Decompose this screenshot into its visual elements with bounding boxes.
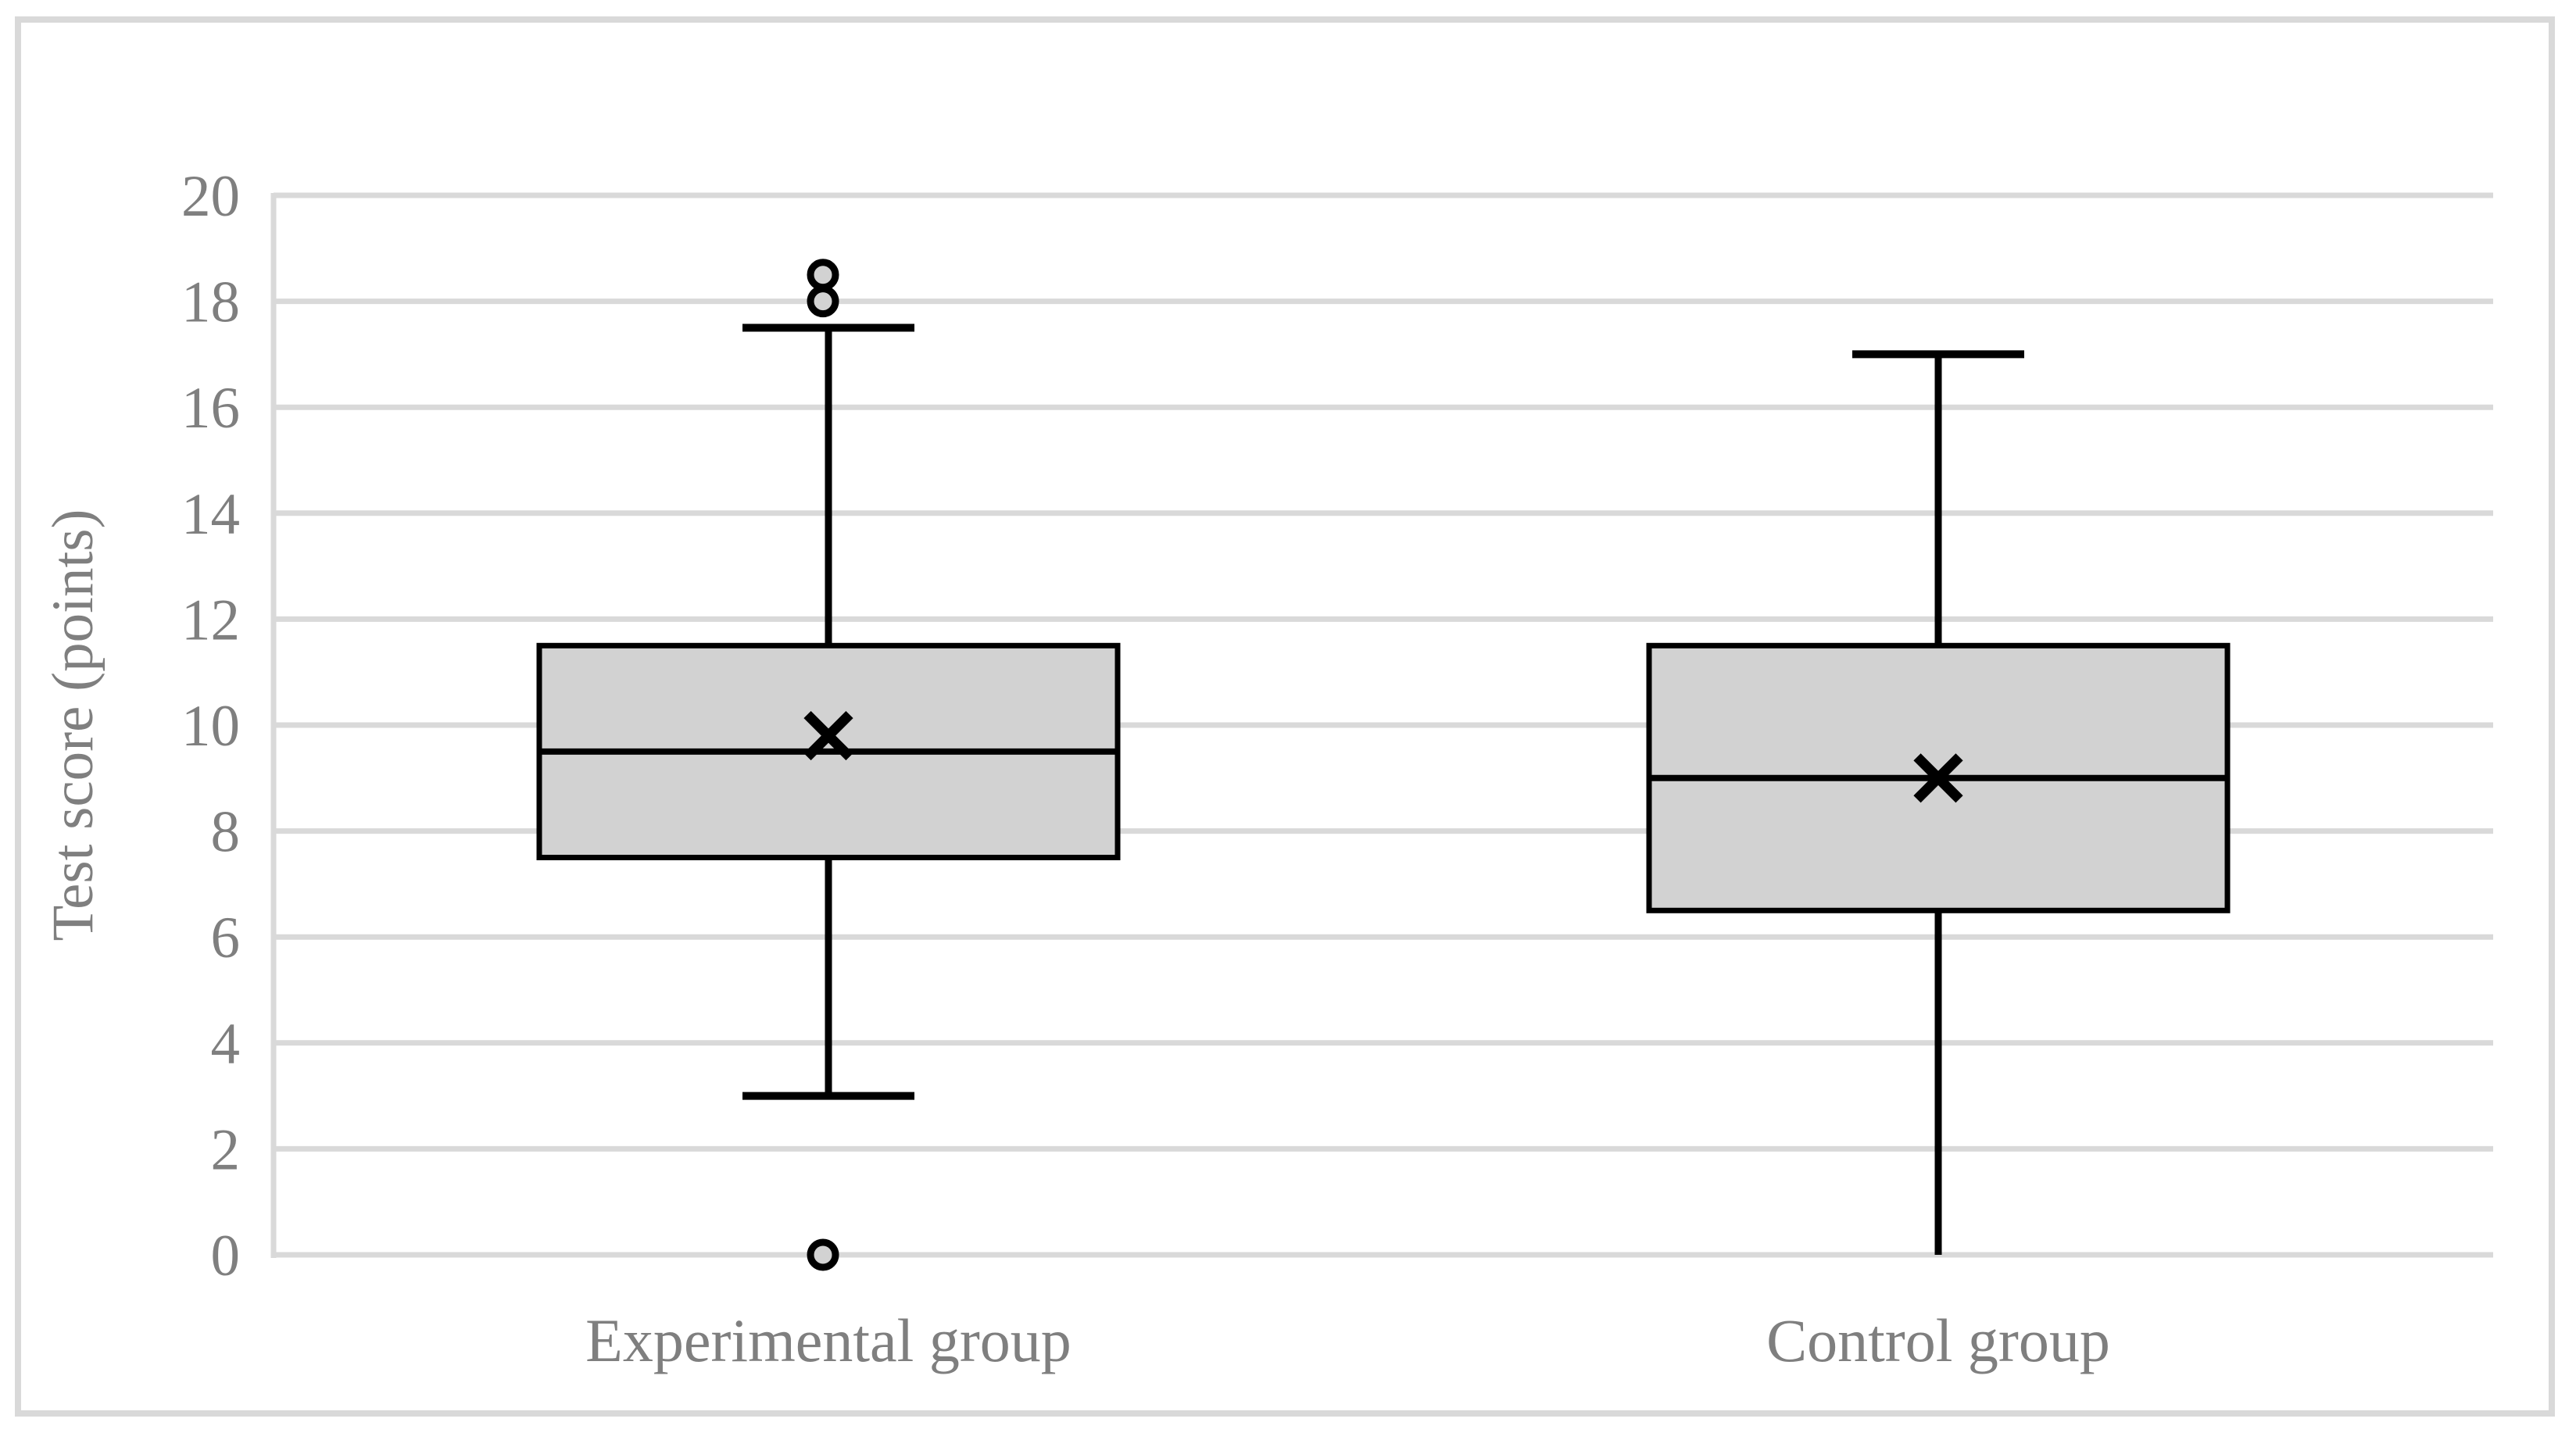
outlier-point: [807, 259, 839, 291]
y-tick-label-6: 6: [211, 906, 241, 970]
category-label-experimental-group: Experimental group: [585, 1306, 1072, 1374]
y-axis-title: Test score (points): [41, 509, 106, 942]
y-tick-label-2: 2: [211, 1117, 241, 1182]
category-label-control-group: Control group: [1766, 1306, 2110, 1374]
y-tick-label-16: 16: [181, 376, 240, 441]
boxplot-control-group: [1646, 350, 2231, 1255]
series-layer: [536, 259, 2231, 1271]
y-tick-label-0: 0: [211, 1224, 241, 1288]
y-tick-label-14: 14: [181, 482, 240, 547]
y-tick-label-20: 20: [181, 164, 240, 229]
y-tick-label-8: 8: [211, 800, 241, 865]
y-tick-label-10: 10: [181, 694, 240, 759]
y-tick-label-12: 12: [181, 588, 240, 652]
outlier-point: [807, 1238, 839, 1271]
text-layer: Test score (points) Experimental group C…: [41, 164, 2110, 1374]
outlier-point: [807, 285, 839, 318]
boxplot-experimental-group: [536, 259, 1121, 1271]
y-tick-label-18: 18: [181, 270, 240, 335]
mean-marker: [803, 710, 853, 761]
y-tick-label-4: 4: [211, 1012, 241, 1077]
mean-marker: [1913, 753, 1963, 803]
